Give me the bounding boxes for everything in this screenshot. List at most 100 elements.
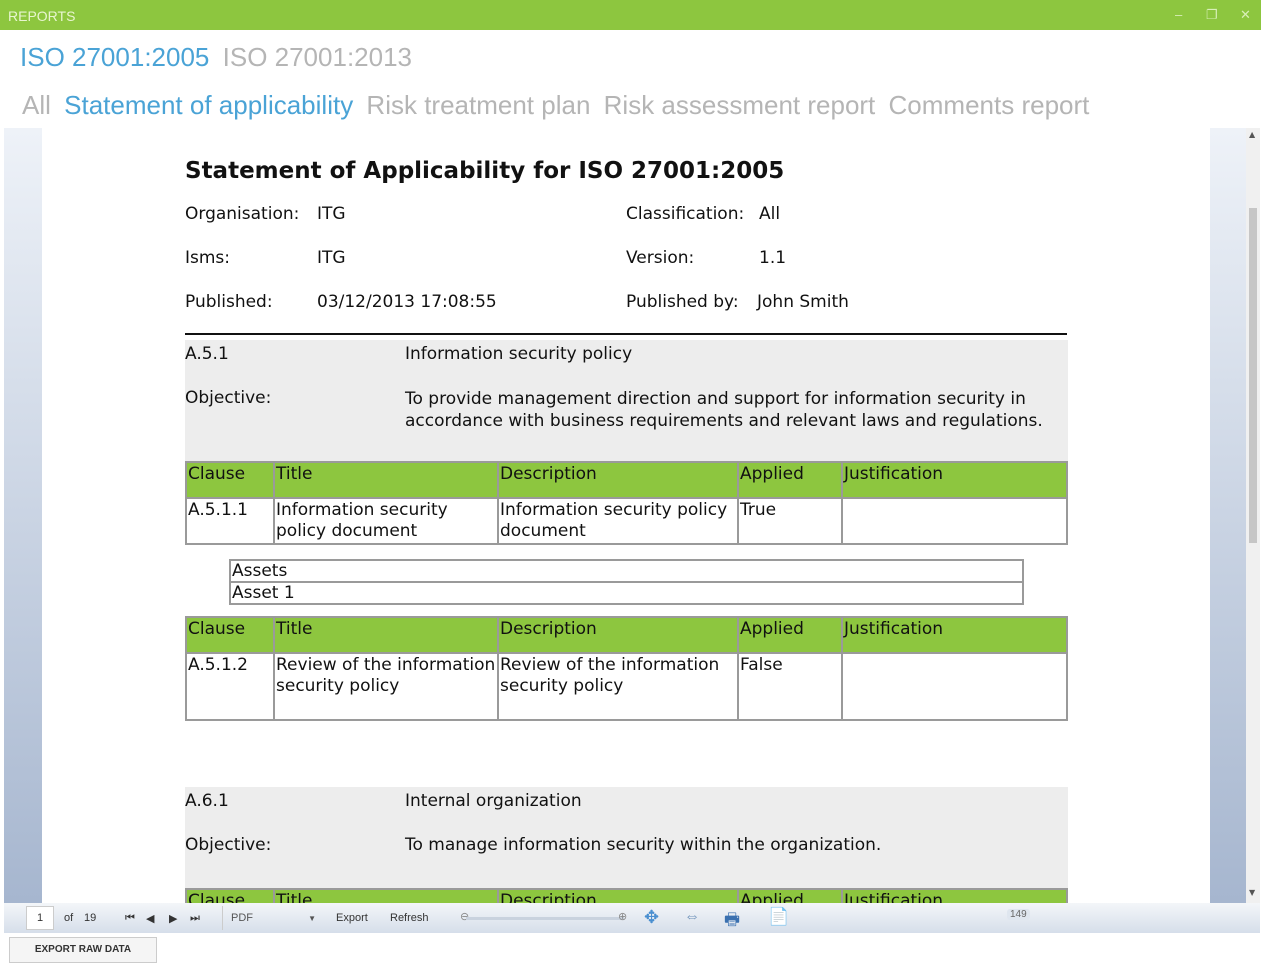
refresh-button[interactable]: Refresh bbox=[390, 912, 429, 924]
col-description: Description bbox=[497, 461, 739, 499]
tab-statement-of-applicability[interactable]: Statement of applicability bbox=[64, 90, 354, 120]
isms-value: ITG bbox=[317, 248, 346, 268]
justification-cell bbox=[841, 497, 1068, 545]
assets-table: Assets Asset 1 bbox=[229, 559, 1024, 605]
previous-page-icon[interactable]: ◀ bbox=[146, 913, 155, 925]
version-value: 1.1 bbox=[759, 248, 787, 268]
published-by-label: Published by: bbox=[626, 292, 739, 312]
viewer-left-margin bbox=[4, 128, 42, 903]
scroll-down-icon[interactable]: ▼ bbox=[1249, 888, 1256, 897]
section-code: A.5.1 bbox=[185, 344, 229, 364]
tab-iso-2005[interactable]: ISO 27001:2005 bbox=[20, 42, 210, 72]
export-button[interactable]: Export bbox=[336, 912, 368, 924]
title-cell: Information security policy document bbox=[273, 497, 499, 545]
tab-comments-report[interactable]: Comments report bbox=[888, 90, 1090, 120]
export-format-select[interactable]: PDF ▼ bbox=[222, 906, 322, 930]
tab-iso-2013[interactable]: ISO 27001:2013 bbox=[222, 42, 413, 72]
section-header: A.6.1 Internal organization Objective: T… bbox=[185, 787, 1068, 888]
scrollbar-thumb[interactable] bbox=[1249, 208, 1257, 543]
controls-table: Clause Title Description Applied Justifi… bbox=[185, 616, 1068, 721]
isms-label: Isms: bbox=[185, 248, 231, 268]
clause-cell: A.5.1.1 bbox=[185, 497, 275, 545]
chevron-down-icon: ▼ bbox=[308, 914, 316, 923]
tab-risk-assessment-report[interactable]: Risk assessment report bbox=[603, 90, 876, 120]
fit-page-icon[interactable]: ✥ bbox=[644, 907, 660, 927]
page-number-input[interactable]: 1 bbox=[26, 906, 54, 930]
col-applied: Applied bbox=[737, 888, 843, 903]
table-header: Clause Title Description Applied Justifi… bbox=[185, 888, 1068, 903]
last-page-icon[interactable]: ⏭ bbox=[190, 912, 200, 924]
col-justification: Justification bbox=[841, 616, 1068, 654]
section-name: Internal organization bbox=[405, 791, 582, 811]
classification-value: All bbox=[759, 204, 781, 224]
zoom-in-icon[interactable]: ⊕ bbox=[618, 911, 628, 923]
page-of-label: of bbox=[64, 912, 74, 924]
objective-text: To manage information security within th… bbox=[405, 835, 882, 855]
vertical-scrollbar[interactable]: ▲ ▼ bbox=[1246, 128, 1260, 903]
total-pages: 19 bbox=[84, 912, 97, 924]
tab-all[interactable]: All bbox=[22, 90, 51, 120]
divider bbox=[185, 333, 1067, 335]
published-value: 03/12/2013 17:08:55 bbox=[317, 292, 497, 312]
section-code: A.6.1 bbox=[185, 791, 229, 811]
clause-cell: A.5.1.2 bbox=[185, 652, 275, 721]
format-value: PDF bbox=[231, 912, 253, 924]
col-clause: Clause bbox=[185, 461, 275, 499]
col-description: Description bbox=[497, 616, 739, 654]
justification-cell bbox=[841, 652, 1068, 721]
viewer-toolbar: 1 of 19 ⏮ ◀ ▶ ⏭ PDF ▼ Export Refresh ⊖ 14… bbox=[4, 903, 1260, 933]
window-title: REPORTS bbox=[8, 8, 76, 24]
objective-label: Objective: bbox=[185, 835, 272, 855]
restore-button[interactable]: ❐ bbox=[1206, 7, 1218, 22]
published-by-value: John Smith bbox=[757, 292, 849, 312]
report-tabs: All Statement of applicability Risk trea… bbox=[22, 90, 1095, 121]
first-page-icon[interactable]: ⏮ bbox=[125, 912, 135, 924]
minimize-button[interactable]: ‒ bbox=[1175, 7, 1183, 22]
table-header: Clause Title Description Applied Justifi… bbox=[185, 616, 1068, 654]
table-header: Clause Title Description Applied Justifi… bbox=[185, 461, 1068, 499]
zoom-out-icon[interactable]: ⊖ bbox=[460, 911, 470, 923]
zoom-slider[interactable]: 149 bbox=[466, 909, 1030, 920]
table-row: A.5.1.2 Review of the information securi… bbox=[185, 652, 1068, 721]
table-row: A.5.1.1 Information security policy docu… bbox=[185, 497, 1068, 545]
page-setup-icon[interactable]: 📄 bbox=[768, 907, 790, 926]
col-clause: Clause bbox=[185, 616, 275, 654]
classification-label: Classification: bbox=[626, 204, 745, 224]
controls-table: Clause Title Description Applied Justifi… bbox=[185, 461, 1068, 545]
description-cell: Review of the information security polic… bbox=[497, 652, 739, 721]
standard-tabs: ISO 27001:2005 ISO 27001:2013 bbox=[20, 42, 418, 73]
col-applied: Applied bbox=[737, 461, 843, 499]
scroll-up-icon[interactable]: ▲ bbox=[1249, 130, 1256, 139]
col-title: Title bbox=[273, 888, 499, 903]
organisation-label: Organisation: bbox=[185, 204, 300, 224]
fit-width-icon[interactable]: ⇔ bbox=[684, 908, 700, 925]
controls-table: Clause Title Description Applied Justifi… bbox=[185, 888, 1068, 903]
assets-header: Assets bbox=[229, 559, 1024, 583]
version-label: Version: bbox=[626, 248, 695, 268]
applied-cell: True bbox=[737, 497, 843, 545]
col-title: Title bbox=[273, 461, 499, 499]
col-clause: Clause bbox=[185, 888, 275, 903]
organisation-value: ITG bbox=[317, 204, 346, 224]
close-button[interactable]: ✕ bbox=[1240, 7, 1251, 22]
section-name: Information security policy bbox=[405, 344, 633, 364]
zoom-value: 149 bbox=[1007, 909, 1030, 920]
col-justification: Justification bbox=[841, 888, 1068, 903]
title-bar: REPORTS ‒ ❐ ✕ bbox=[0, 0, 1261, 30]
export-raw-data-button[interactable]: EXPORT RAW DATA bbox=[9, 937, 157, 963]
col-applied: Applied bbox=[737, 616, 843, 654]
report-viewer: ▲ ▼ Statement of Applicability for ISO 2… bbox=[4, 128, 1260, 903]
section-header: A.5.1 Information security policy Object… bbox=[185, 340, 1068, 461]
applied-cell: False bbox=[737, 652, 843, 721]
title-cell: Review of the information security polic… bbox=[273, 652, 499, 721]
objective-label: Objective: bbox=[185, 388, 272, 408]
asset-item: Asset 1 bbox=[229, 581, 1024, 605]
col-title: Title bbox=[273, 616, 499, 654]
objective-text: To provide management direction and supp… bbox=[405, 389, 1043, 431]
tab-risk-treatment-plan[interactable]: Risk treatment plan bbox=[366, 90, 591, 120]
next-page-icon[interactable]: ▶ bbox=[169, 913, 178, 925]
col-justification: Justification bbox=[841, 461, 1068, 499]
print-icon[interactable]: 🖶 bbox=[724, 910, 741, 929]
published-label: Published: bbox=[185, 292, 273, 312]
description-cell: Information security policy document bbox=[497, 497, 739, 545]
